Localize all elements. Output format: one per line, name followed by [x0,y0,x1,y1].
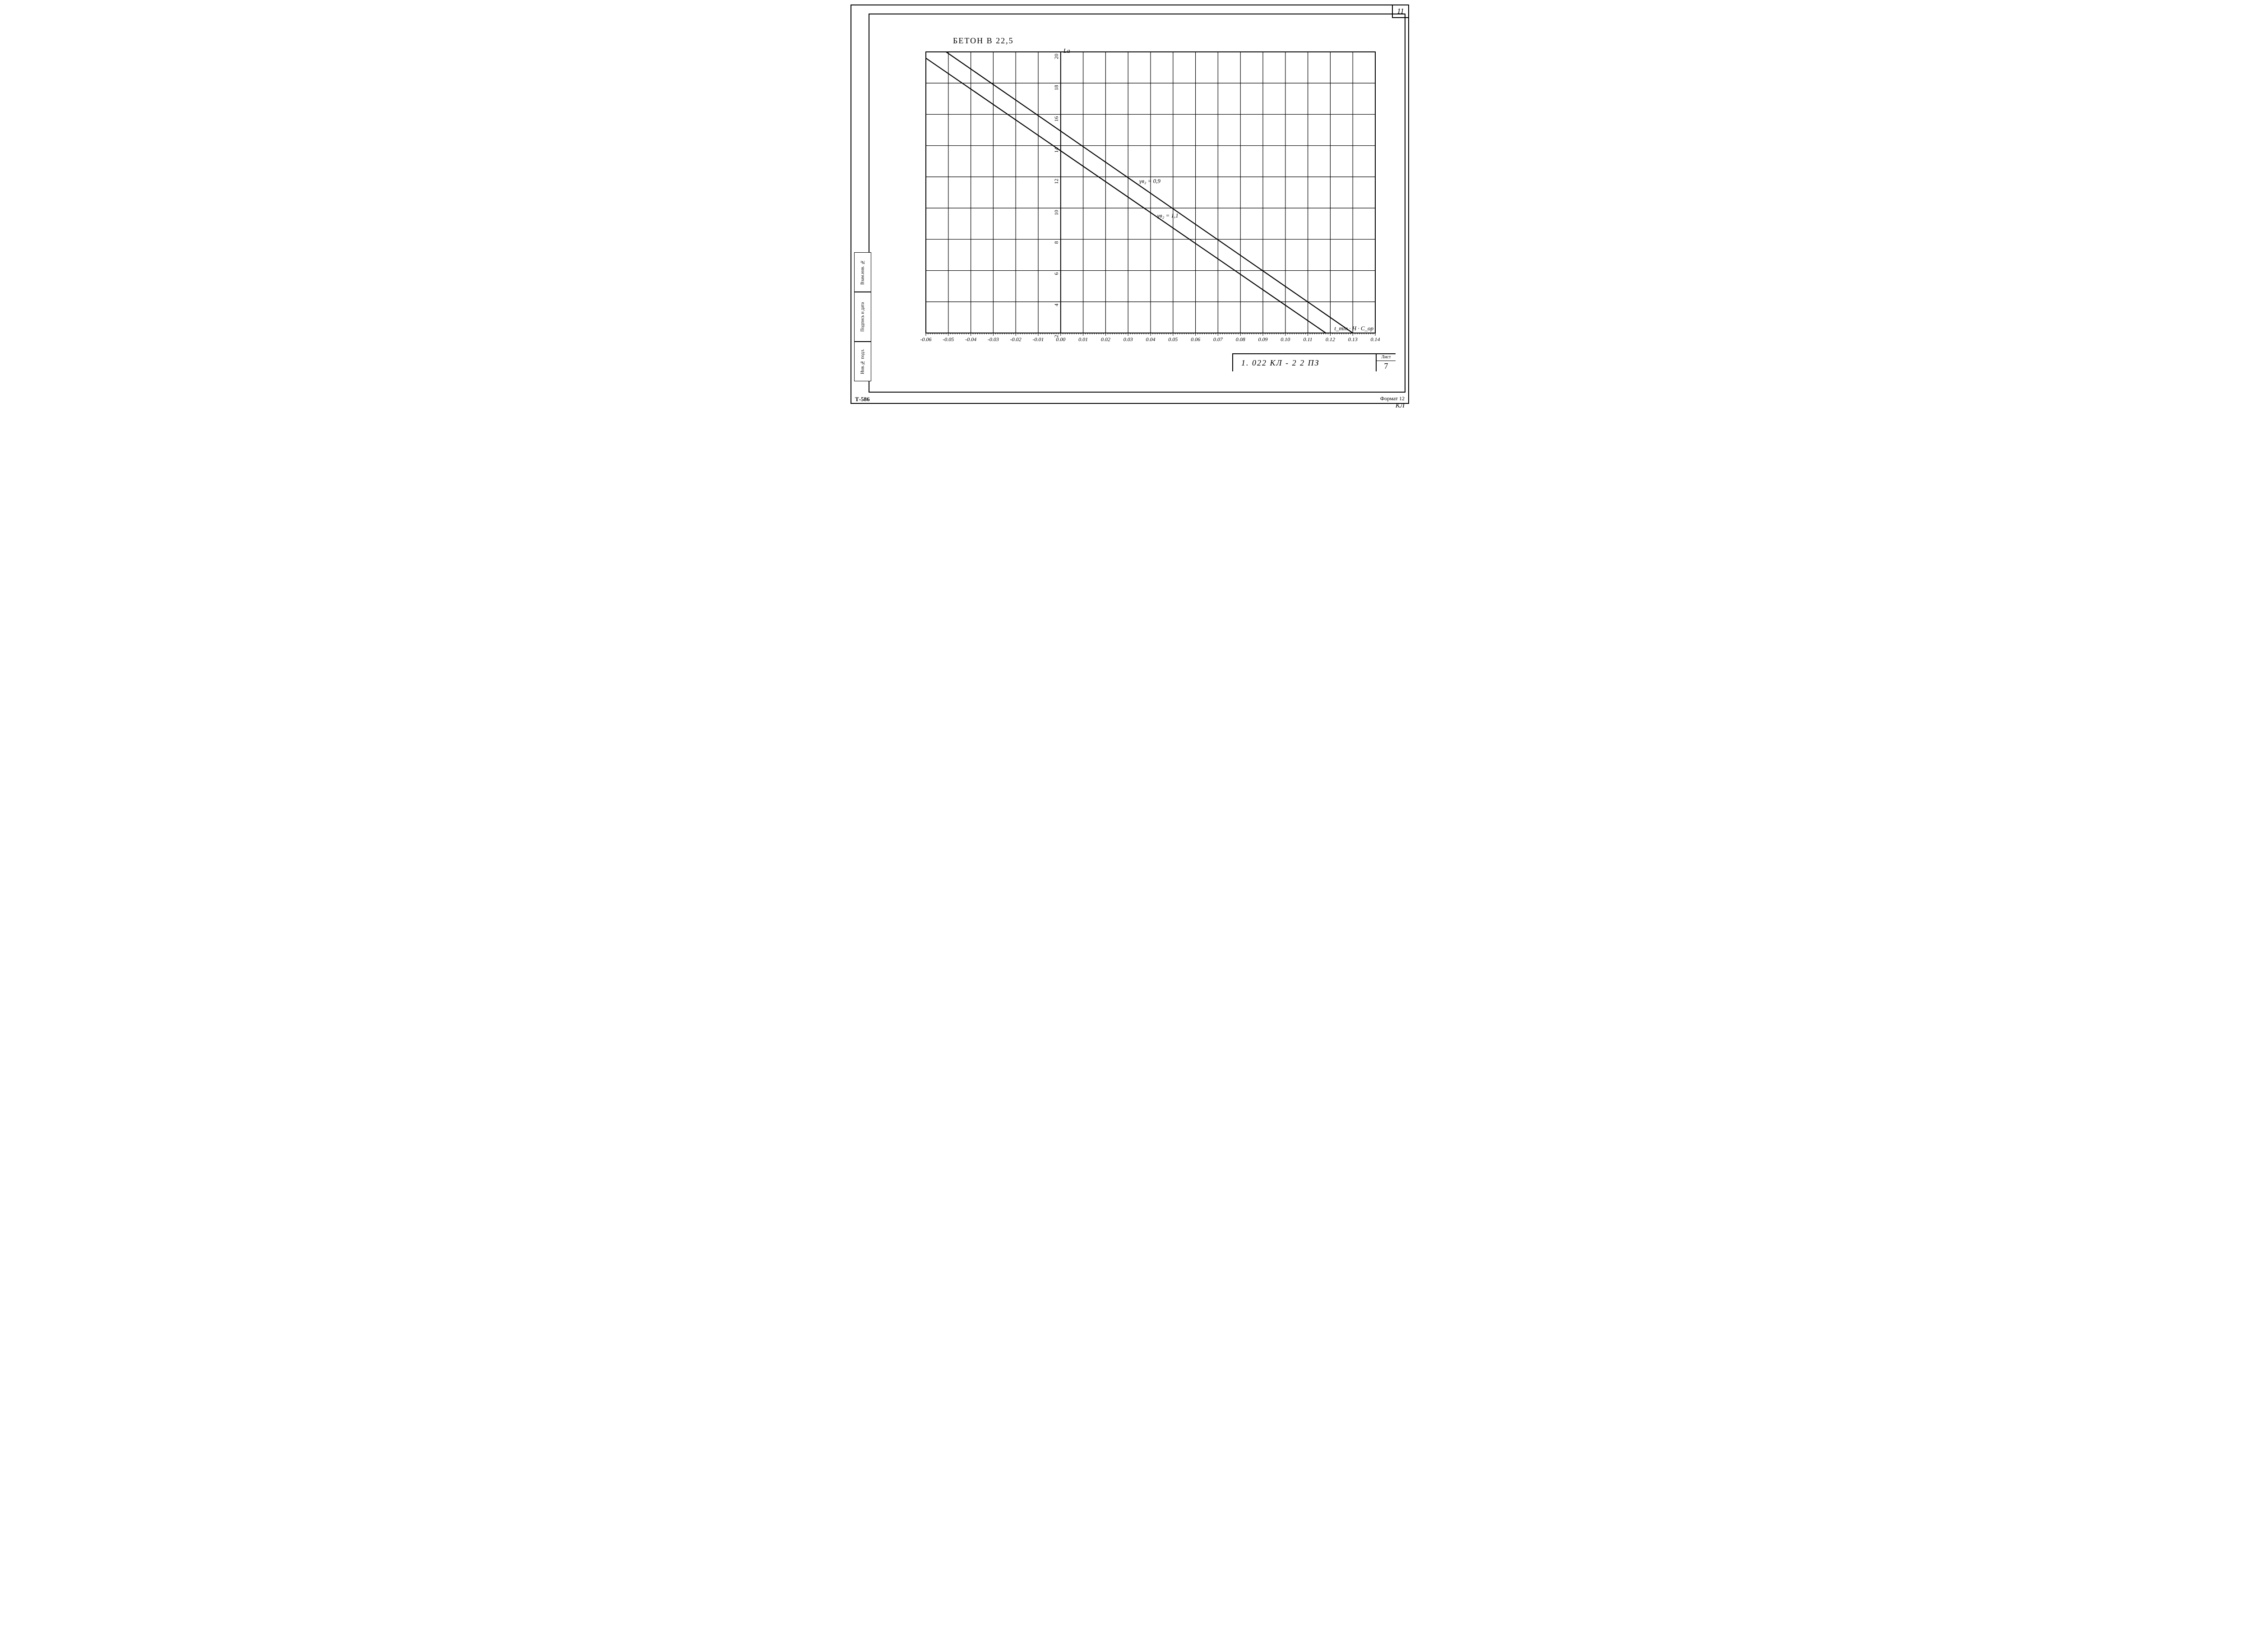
svg-text:0.07: 0.07 [1213,336,1223,342]
svg-text:6: 6 [1053,273,1059,275]
svg-text:4: 4 [1053,304,1059,306]
svg-text:-0.01: -0.01 [1033,336,1044,342]
svg-text:0.09: 0.09 [1258,336,1268,342]
chart-title: БЕТОН В 22,5 [953,36,1014,46]
inner-frame: БЕТОН В 22,5 -0.06 -0.05 -0.04 -0.03 -0.02 -0… [869,14,1405,393]
svg-text:t_min · H · C_ор: t_min · H · C_ор [1334,325,1373,332]
svg-text:-0.05: -0.05 [943,336,954,342]
svg-text:0.12: 0.12 [1326,336,1335,342]
page: 11 БЕТОН В 22,5 -0.06-0.05-0.04-0.03-0.0… [841,0,1415,413]
sheet-label: Лист [1377,354,1396,361]
svg-text:0.04: 0.04 [1146,336,1156,342]
svg-text:0.08: 0.08 [1236,336,1245,342]
svg-text:0.06: 0.06 [1191,336,1200,342]
side-stamps: Инв.№ подл. Подпись и дата Взам.инв. № [854,250,871,381]
svg-text:γв₂ = 1,1: γв₂ = 1,1 [1157,212,1179,219]
chart: БЕТОН В 22,5 -0.06 -0.05 -0.04 -0.03 -0.02 -0… [903,36,1389,349]
footer-right: Формат 12 КЛ [1380,396,1405,409]
svg-text:0.11: 0.11 [1304,336,1313,342]
footer-format: Формат 12 [1380,396,1405,402]
svg-text:12: 12 [1053,179,1059,184]
svg-text:2: 2 [1053,335,1059,338]
drawing-code: 1. 022 КЛ - 2 2 ПЗ [1233,354,1377,371]
svg-text:γв₂ = 0,9: γв₂ = 0,9 [1139,178,1160,185]
footer-left: Т-586 [855,396,870,403]
title-block: 1. 022 КЛ - 2 2 ПЗ Лист 7 [1232,353,1396,371]
footer-kl: КЛ [1380,402,1405,410]
stamp-inv-podl: Инв.№ подл. [854,342,871,381]
svg-text:20: 20 [1053,54,1059,59]
svg-text:10: 10 [1053,210,1059,215]
svg-text:0.03: 0.03 [1123,336,1133,342]
svg-text:0.05: 0.05 [1168,336,1178,342]
svg-text:0.10: 0.10 [1281,336,1290,342]
svg-text:La: La [1063,48,1070,55]
svg-text:-0.04: -0.04 [965,336,976,342]
svg-text:0.13: 0.13 [1348,336,1358,342]
stamp-podpis-data: Подпись и дата [854,292,871,342]
svg-text:-0.03: -0.03 [988,336,999,342]
svg-text:8: 8 [1053,241,1059,244]
svg-text:18: 18 [1053,85,1059,90]
svg-text:-0.06: -0.06 [920,336,932,342]
chart-svg: -0.06-0.05-0.04-0.03-0.02-0.010.000.010.… [903,47,1389,349]
sheet-number: 7 [1377,361,1396,371]
svg-text:0.02: 0.02 [1101,336,1110,342]
sheet-box: Лист 7 [1377,354,1396,371]
svg-text:0.14: 0.14 [1371,336,1380,342]
svg-text:0.01: 0.01 [1078,336,1088,342]
svg-text:-0.02: -0.02 [1010,336,1022,342]
stamp-vzam-inv: Взам.инв. № [854,252,871,292]
svg-text:16: 16 [1053,116,1059,121]
